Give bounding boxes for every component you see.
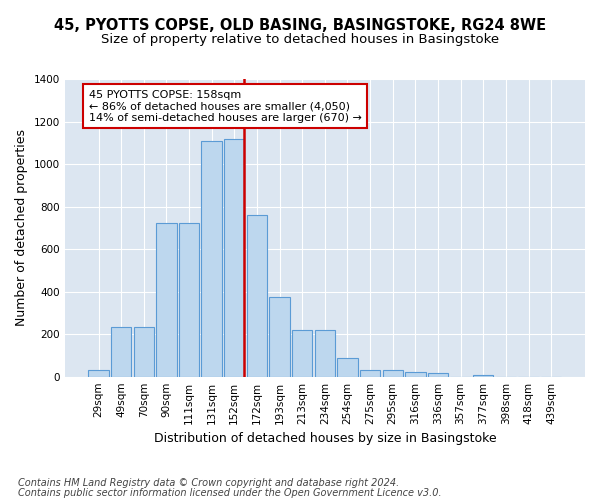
- Bar: [88, 370, 109, 376]
- Bar: [314, 330, 335, 376]
- Bar: [405, 372, 425, 376]
- Bar: [134, 326, 154, 376]
- Text: Contains public sector information licensed under the Open Government Licence v3: Contains public sector information licen…: [18, 488, 442, 498]
- X-axis label: Distribution of detached houses by size in Basingstoke: Distribution of detached houses by size …: [154, 432, 496, 445]
- Bar: [337, 358, 358, 376]
- Text: 45, PYOTTS COPSE, OLD BASING, BASINGSTOKE, RG24 8WE: 45, PYOTTS COPSE, OLD BASING, BASINGSTOK…: [54, 18, 546, 32]
- Bar: [111, 326, 131, 376]
- Bar: [202, 140, 222, 376]
- Bar: [428, 374, 448, 376]
- Bar: [383, 370, 403, 376]
- Bar: [292, 330, 313, 376]
- Bar: [473, 374, 493, 376]
- Text: 45 PYOTTS COPSE: 158sqm
← 86% of detached houses are smaller (4,050)
14% of semi: 45 PYOTTS COPSE: 158sqm ← 86% of detache…: [89, 90, 362, 123]
- Bar: [179, 222, 199, 376]
- Text: Contains HM Land Registry data © Crown copyright and database right 2024.: Contains HM Land Registry data © Crown c…: [18, 478, 399, 488]
- Y-axis label: Number of detached properties: Number of detached properties: [15, 130, 28, 326]
- Text: Size of property relative to detached houses in Basingstoke: Size of property relative to detached ho…: [101, 32, 499, 46]
- Bar: [224, 138, 244, 376]
- Bar: [269, 297, 290, 376]
- Bar: [360, 370, 380, 376]
- Bar: [247, 215, 267, 376]
- Bar: [156, 222, 176, 376]
